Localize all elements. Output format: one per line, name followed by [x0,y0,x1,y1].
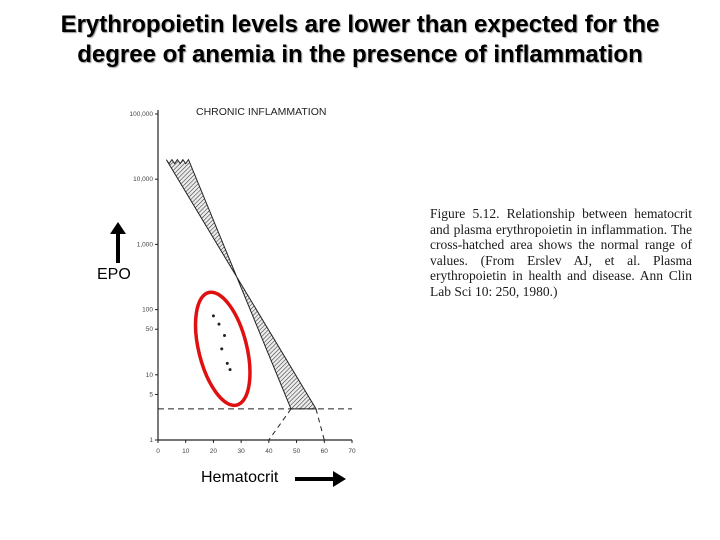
hematocrit-label: Hematocrit [201,469,279,486]
x-tick-label: 60 [321,448,329,455]
y-tick-label: 1 [149,437,153,444]
x-tick-label: 70 [348,448,356,455]
figure-caption: Figure 5.12. Relationship between hemato… [430,206,692,299]
data-point [211,314,215,318]
x-tick-label: 20 [210,448,218,455]
epo-up-arrow-icon [108,222,128,269]
y-tick-label: 10,000 [133,176,153,183]
y-tick-label: 50 [146,326,154,333]
y-tick-label: 1,000 [137,241,154,248]
epo-hematocrit-figure: 0 10 20 30 40 50 60 70 1 5 10 50 100 1,000 10,000 100,0… [120,96,360,471]
y-tick-label: 5 [149,391,153,398]
x-tick-label: 50 [293,448,301,455]
x-tick-label: 40 [265,448,273,455]
data-point [217,322,221,326]
y-tick-label: 100 [142,307,153,314]
hematocrit-right-arrow-icon [295,470,347,493]
slide-title-line2: degree of anemia in the presence of infl… [77,41,643,68]
slide-title-line1: Erythropoietin levels are lower than exp… [60,11,660,38]
data-point [228,368,232,372]
normal-range-band [165,158,317,410]
x-tick-label: 0 [156,448,160,455]
x-tick-label: 10 [182,448,190,455]
x-tick-label: 30 [238,448,246,455]
highlight-ellipse [193,290,252,408]
extension-line-1 [268,408,292,441]
data-point [223,334,227,338]
chart-title: CHRONIC INFLAMMATION [196,106,326,118]
epo-hematocrit-chart: 0 10 20 30 40 50 60 70 1 5 10 50 100 1,000 10,000 100,0… [130,106,356,455]
epo-label: EPO [97,266,131,283]
data-point [225,361,229,365]
data-point [220,347,224,351]
extension-line-2 [315,408,325,441]
y-tick-label: 100,000 [130,111,154,118]
y-tick-label: 10 [146,372,154,379]
slide-title: Erythropoietin levels are lower than exp… [0,10,720,70]
